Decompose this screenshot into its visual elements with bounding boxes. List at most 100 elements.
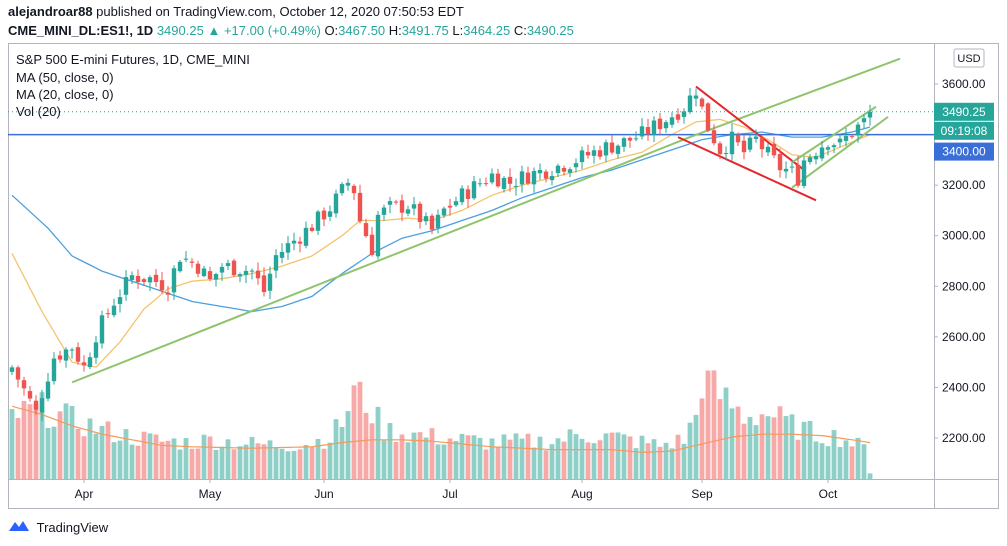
volume-bar	[339, 427, 345, 479]
open-label: O:	[324, 23, 339, 38]
candle-body	[267, 273, 273, 291]
open-value: 3467.50	[338, 23, 386, 38]
candle-body	[33, 400, 39, 410]
candle-body	[297, 241, 303, 244]
candle-body	[543, 171, 549, 179]
volume-bar	[669, 448, 675, 479]
volume-bar	[267, 440, 273, 479]
volume-bar	[189, 448, 195, 479]
candle-body	[195, 263, 201, 274]
candle-body	[135, 275, 141, 283]
tradingview-brand[interactable]: TradingView	[36, 520, 109, 536]
candle-body	[255, 270, 261, 279]
close-value: 3490.25	[526, 23, 574, 38]
trendline-rising-channel-upper	[689, 57, 901, 139]
candle-body	[213, 274, 219, 280]
candle-body	[351, 185, 357, 194]
volume-bar	[447, 438, 453, 479]
time-axis[interactable]: Apr May Jun Jul Aug Sep Oct	[75, 479, 838, 501]
candle-body	[165, 292, 171, 295]
legend-ma20[interactable]: MA (20, close, 0)	[16, 87, 114, 102]
price-chart[interactable]: 2200.00 2400.00 2600.00 2800.00 3000.00 3200.…	[8, 43, 999, 509]
chart-header: alejandroar88 published on TradingView.c…	[8, 4, 998, 40]
x-tick-label: Aug	[571, 487, 592, 501]
volume-bar	[201, 434, 207, 479]
candle-body	[39, 398, 45, 413]
volume-bar	[213, 449, 219, 479]
candle-body	[681, 111, 687, 117]
volume-bar	[531, 447, 537, 479]
volume-bar	[411, 432, 417, 479]
candle-body	[291, 240, 297, 244]
volume-bar	[633, 448, 639, 479]
volume-bar	[33, 403, 39, 479]
candle-body	[51, 358, 57, 382]
symbol-name: CME_MINI_DL:ES1!, 1D	[8, 23, 154, 38]
candle-body	[99, 315, 105, 344]
level-price-tag-text: 3400.00	[942, 145, 986, 159]
volume-bar	[207, 436, 213, 479]
volume-bar	[9, 409, 15, 479]
volume-bar	[699, 398, 705, 479]
volume-bar	[867, 473, 873, 479]
candle-body	[381, 207, 387, 215]
volume-bar	[561, 441, 567, 479]
volume-bar	[777, 406, 783, 479]
candle-body	[567, 169, 573, 173]
candle-body	[339, 184, 345, 194]
candle-body	[21, 380, 27, 389]
volume-bar	[177, 449, 183, 479]
candle-body	[555, 165, 561, 174]
volume-bar	[765, 416, 771, 479]
legend-vol[interactable]: Vol (20)	[16, 104, 61, 119]
candle-body	[843, 136, 849, 141]
volume-bar	[345, 411, 351, 479]
volume-bar	[645, 443, 651, 479]
volume-bar	[399, 434, 405, 479]
countdown-tag	[934, 121, 994, 140]
volume-bar	[825, 446, 831, 479]
candle-body	[411, 204, 417, 209]
volume-bar	[225, 439, 231, 479]
candle-body	[273, 255, 279, 271]
candle-body	[807, 157, 813, 162]
candle-body	[459, 188, 465, 203]
volume-bar	[567, 429, 573, 479]
candle-body	[531, 171, 537, 185]
volume-bar	[627, 436, 633, 479]
volume-bar	[483, 449, 489, 479]
volume-bar	[159, 441, 165, 479]
volume-bar	[165, 440, 171, 479]
currency-badge[interactable]	[953, 48, 985, 68]
volume-bars	[9, 370, 873, 479]
price-change: +17.00 (+0.49%)	[223, 23, 321, 38]
tradingview-logo-icon[interactable]	[8, 519, 30, 536]
volume-bar	[381, 440, 387, 479]
x-tick-label: Jun	[314, 487, 333, 501]
candle-body	[849, 136, 855, 138]
candle-body	[435, 214, 441, 229]
candle-body	[93, 342, 99, 358]
volume-ma-line	[11, 405, 871, 454]
volume-bar	[525, 433, 531, 479]
volume-bar	[441, 444, 447, 479]
volume-bar	[21, 400, 27, 479]
candle-body	[315, 211, 321, 231]
drawn-trendlines[interactable]	[8, 57, 934, 384]
candle-body	[27, 391, 33, 399]
volume-bar	[729, 408, 735, 479]
candle-body	[705, 103, 711, 131]
candle-body	[423, 216, 429, 222]
author-name[interactable]: alejandroar88	[8, 4, 93, 19]
volume-bar	[309, 446, 315, 479]
legend-ma50[interactable]: MA (50, close, 0)	[16, 70, 114, 85]
x-tick-label: May	[199, 487, 222, 501]
volume-bar	[573, 434, 579, 479]
candle-body	[69, 349, 75, 351]
candle-body	[387, 201, 393, 205]
volume-bar	[783, 416, 789, 479]
volume-bar	[747, 417, 753, 479]
y-tick-label: 3600.00	[942, 77, 986, 91]
volume-bar	[63, 403, 69, 479]
candle-body	[825, 147, 831, 150]
